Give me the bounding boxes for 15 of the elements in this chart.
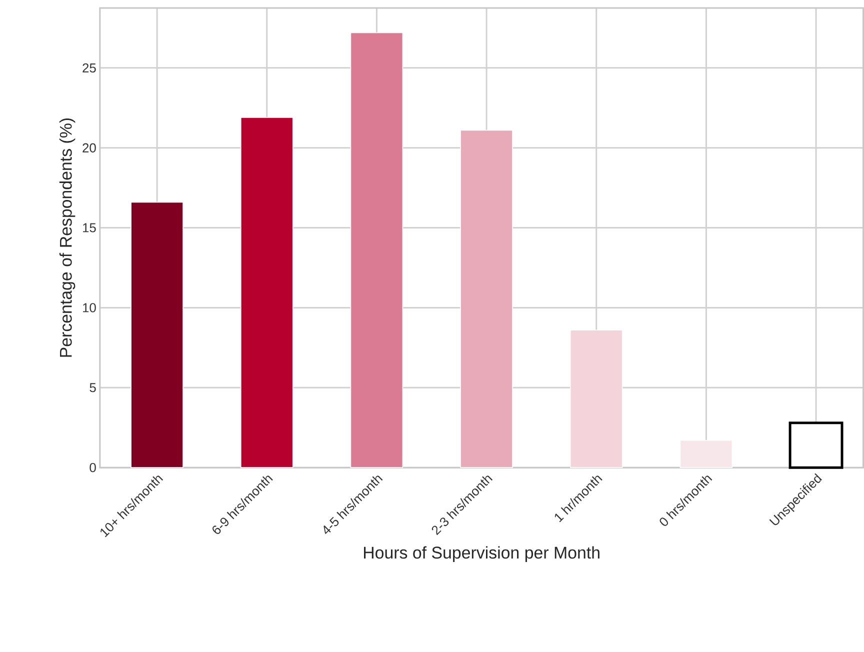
bar [350,32,404,468]
bar [680,440,733,468]
y-tick-label: 0 [90,462,96,472]
bar [240,116,294,468]
y-tick-label: 15 [82,223,96,232]
y-axis-title: Percentage of Respondents (%) [59,118,76,357]
y-tick-label: 10 [82,302,96,312]
y-tick-label: 25 [82,63,96,72]
bar [570,330,623,468]
bar [788,421,844,469]
bar [460,130,513,468]
y-tick-label: 5 [90,382,96,392]
y-tick-label: 20 [82,143,96,152]
bar [130,202,184,468]
x-axis-title: Hours of Supervision per Month [364,546,600,562]
